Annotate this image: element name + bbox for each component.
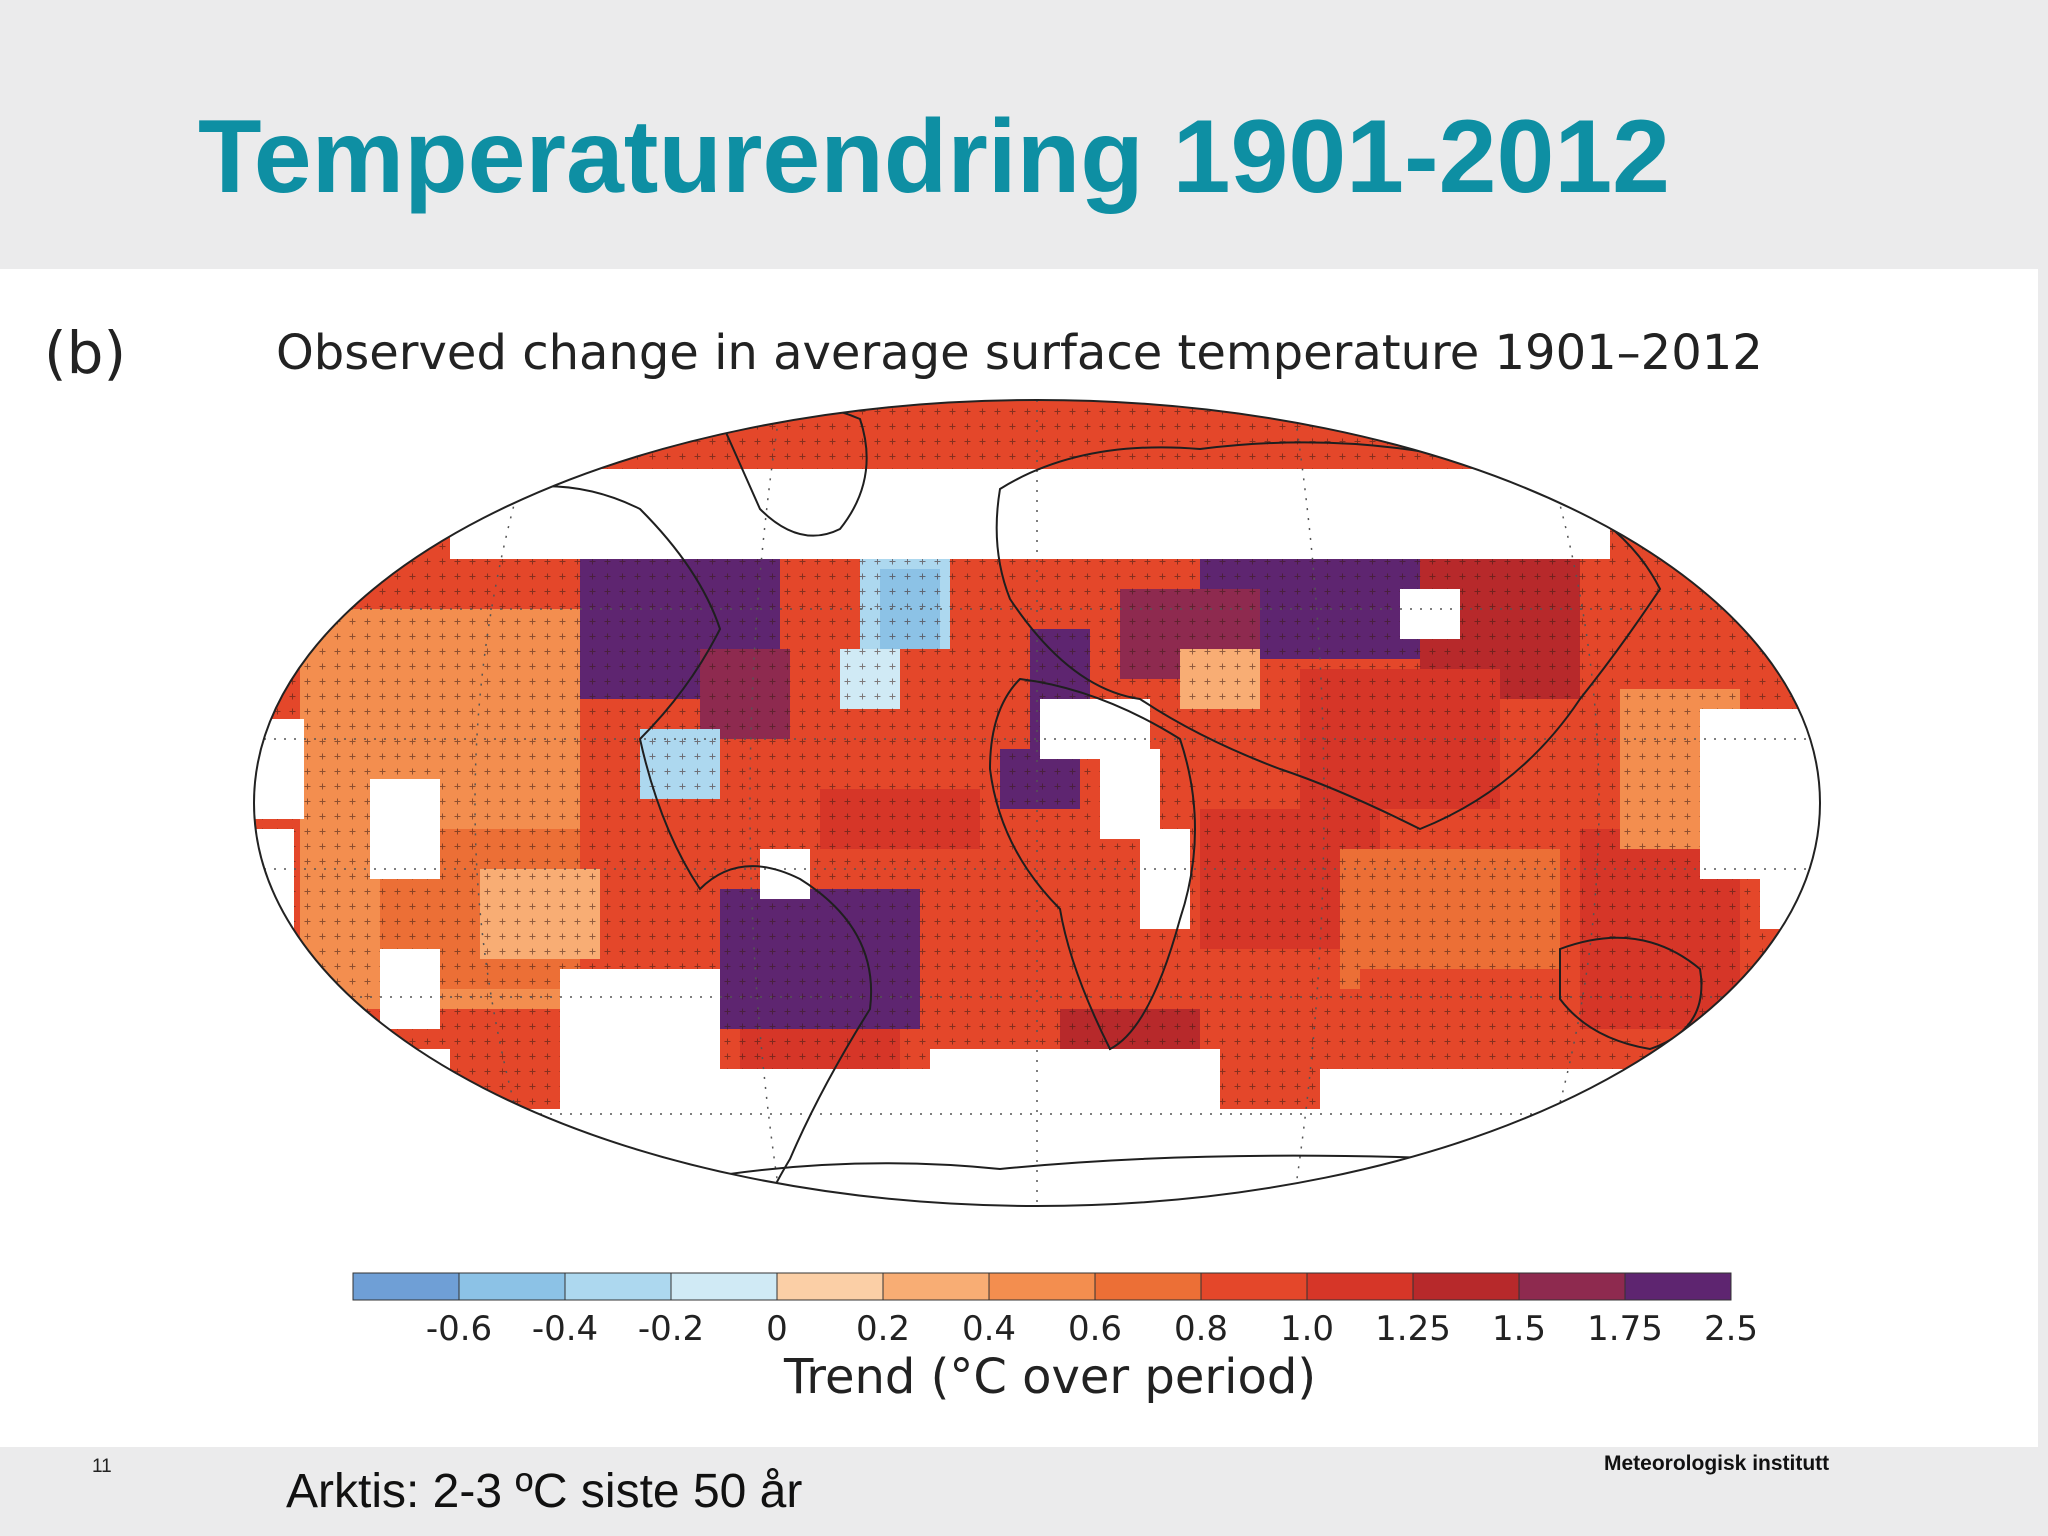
colorbar-tick-label: 1.5 bbox=[1492, 1309, 1546, 1349]
colorbar-segment-1 bbox=[458, 1272, 566, 1301]
institute-name: Meteorologisk institutt bbox=[1604, 1452, 1830, 1475]
graticule bbox=[254, 400, 1820, 1206]
figure-panel: -0.6 -0.4 -0.2 0 0.2 0.4 0.6 0.8 1.0 1.25 1.5 1.75 2… bbox=[0, 269, 2038, 1447]
slide-title: Temperaturendring 1901-2012 bbox=[198, 99, 1670, 215]
colorbar-segment-9 bbox=[1306, 1272, 1414, 1301]
colorbar-segment-4 bbox=[776, 1272, 884, 1301]
no-data-cell-8 bbox=[760, 849, 810, 899]
no-data-cell-17 bbox=[254, 1109, 1820, 1206]
colorbar-tick-label: 2.5 bbox=[1704, 1309, 1758, 1349]
colorbar-tick-label: -0.4 bbox=[532, 1309, 598, 1349]
colorbar-segment-12 bbox=[1624, 1272, 1732, 1301]
colorbar-tick-label: 0.8 bbox=[1174, 1309, 1228, 1349]
no-data-cell-10 bbox=[1100, 749, 1160, 839]
colorbar-segment-8 bbox=[1200, 1272, 1308, 1301]
colorbar-segment-2 bbox=[564, 1272, 672, 1301]
footer-note: Arktis: 2-3 ºC siste 50 år bbox=[286, 1465, 803, 1518]
colorbar-tick-label: 0.4 bbox=[962, 1309, 1016, 1349]
no-data-cell-1 bbox=[254, 719, 304, 819]
legend-title: Trend (°C over period) bbox=[784, 1349, 1317, 1405]
no-data-cell-6 bbox=[560, 969, 720, 1206]
colorbar-tick-label: 0.2 bbox=[856, 1309, 910, 1349]
no-data-cell-2 bbox=[254, 829, 294, 929]
colorbar-segment-10 bbox=[1412, 1272, 1520, 1301]
no-data-cell-4 bbox=[380, 949, 440, 1029]
figure-title: Observed change in average surface tempe… bbox=[276, 325, 1763, 381]
colorbar-segment-7 bbox=[1094, 1272, 1202, 1301]
colorbar-segment-0 bbox=[352, 1272, 460, 1301]
colorbar-tick-label: 0.6 bbox=[1068, 1309, 1122, 1349]
no-data-cell-14 bbox=[1760, 869, 1820, 929]
colorbar-segment-3 bbox=[670, 1272, 778, 1301]
colorbar-segment-11 bbox=[1518, 1272, 1626, 1301]
globe-outline bbox=[253, 399, 1821, 1207]
colorbar-tick-label: 1.75 bbox=[1587, 1309, 1663, 1349]
no-data-cell-12 bbox=[1400, 589, 1460, 639]
colorbar-segment-5 bbox=[882, 1272, 990, 1301]
temperature-map: -0.6 -0.4 -0.2 0 0.2 0.4 0.6 0.8 1.0 1.25 1.5 1.75 2… bbox=[253, 399, 1821, 1349]
colorbar-segment-6 bbox=[988, 1272, 1096, 1301]
colorbar-tick-label: 0 bbox=[766, 1309, 788, 1349]
slide-number: 11 bbox=[92, 1456, 112, 1477]
colorbar-tick-label: 1.0 bbox=[1280, 1309, 1334, 1349]
colorbar-tick-label: -0.6 bbox=[426, 1309, 492, 1349]
colorbar-tick-label: 1.25 bbox=[1375, 1309, 1451, 1349]
colorbar-ticks: -0.6 -0.4 -0.2 0 0.2 0.4 0.6 0.8 1.0 1.25 1.5 1.75 2… bbox=[426, 1309, 1758, 1349]
no-data-cell-13 bbox=[1700, 709, 1820, 879]
colorbar-tick-label: -0.2 bbox=[638, 1309, 704, 1349]
panel-label: (b) bbox=[44, 319, 127, 387]
no-data-cell-3 bbox=[370, 779, 440, 879]
colorbar bbox=[352, 1272, 1732, 1301]
no-data-cell-0 bbox=[450, 469, 1610, 559]
